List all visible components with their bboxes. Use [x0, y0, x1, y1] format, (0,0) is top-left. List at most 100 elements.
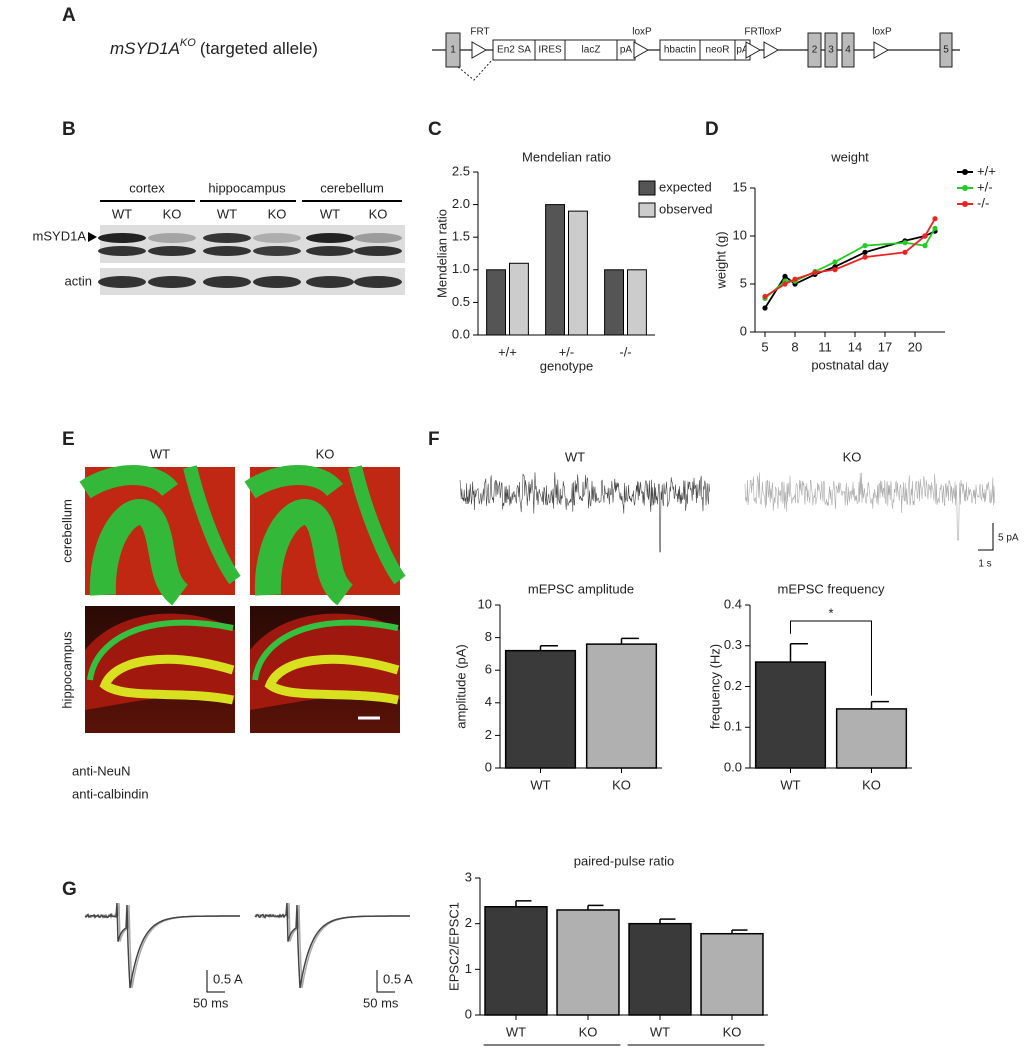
y-tick-label: 8 — [485, 629, 492, 644]
site-triangle — [745, 41, 762, 59]
site-triangle — [471, 41, 488, 59]
x-tick-label: WT — [650, 1024, 670, 1039]
point — [902, 249, 908, 255]
group-label: 50 ms — [678, 1048, 714, 1050]
point — [932, 225, 938, 231]
trace-label: KO — [843, 449, 862, 464]
band — [354, 246, 402, 256]
exon-label: 3 — [828, 45, 834, 56]
cassette-label: pA — [736, 45, 749, 56]
scale-bar — [206, 970, 225, 993]
exon — [939, 32, 953, 68]
bar — [486, 269, 506, 336]
point — [932, 216, 938, 222]
allele-name: mSYD1A — [110, 39, 180, 58]
evoked-trace — [254, 902, 410, 989]
x-tick-label: 20 — [908, 339, 922, 354]
granule-layer — [254, 499, 354, 606]
tissue-label: cerebellum — [320, 180, 384, 195]
band — [98, 233, 146, 243]
legend-label: expected — [659, 179, 712, 194]
cassette-label: lacZ — [582, 45, 601, 56]
y-tick-label: 1 — [465, 961, 472, 976]
legend-swatch — [638, 202, 656, 218]
legend-label: -/- — [977, 195, 989, 210]
point — [762, 293, 768, 300]
x-axis-label: postnatal day — [811, 357, 889, 372]
scale-bar — [978, 523, 994, 551]
band — [306, 233, 354, 243]
current-trace — [744, 472, 995, 541]
x-tick-label: +/- — [559, 344, 575, 359]
cassette-label: hbactin — [664, 45, 696, 56]
y-tick-label: 3 — [465, 869, 472, 884]
band — [203, 233, 251, 243]
legend-label: +/+ — [977, 163, 996, 178]
band — [98, 246, 146, 256]
allele-title: mSYD1AKO (targeted allele) — [110, 37, 318, 59]
bar — [604, 269, 624, 336]
band — [354, 276, 402, 288]
ca-layer — [87, 619, 234, 681]
bar — [504, 649, 577, 769]
panel-label: F — [428, 429, 440, 450]
allele-superscript: KO — [180, 37, 196, 49]
y-axis-label: frequency (Hz) — [707, 644, 722, 729]
x-tick-label: +/+ — [498, 344, 517, 359]
bar — [484, 906, 548, 1016]
row-label: hippocampus — [59, 631, 74, 709]
band — [306, 276, 354, 288]
bar — [509, 262, 529, 336]
chart-title: Mendelian ratio — [522, 149, 611, 164]
bar — [835, 708, 908, 769]
point — [902, 240, 908, 246]
point — [832, 259, 838, 265]
y-tick-label: 10 — [478, 596, 492, 611]
splice-line — [457, 59, 493, 81]
exon-label: 2 — [812, 45, 818, 56]
y-tick-label: 0 — [465, 1006, 472, 1021]
bar — [568, 210, 588, 336]
band — [148, 233, 196, 243]
stain-label: anti-calbindin — [72, 786, 149, 801]
panel-label: C — [428, 119, 442, 140]
bar — [627, 269, 647, 336]
y-axis-label: weight (g) — [713, 231, 728, 289]
band — [253, 276, 301, 288]
y-axis-label: amplitude (pA) — [453, 644, 468, 729]
x-tick-label: KO — [723, 1024, 742, 1039]
bar — [556, 909, 620, 1016]
panel-label: G — [62, 879, 77, 900]
dentate-band — [264, 654, 400, 705]
column-label: KO — [316, 446, 335, 461]
scale-label: 1 s — [978, 559, 991, 570]
granule-layer — [79, 465, 178, 499]
x-tick-label: WT — [530, 777, 550, 792]
exon-label: 5 — [943, 45, 949, 56]
x-axis-label: genotype — [540, 358, 594, 373]
column-label: WT — [150, 446, 170, 461]
genotype-label: KO — [369, 206, 388, 221]
granule-layer — [244, 465, 343, 499]
site-triangle — [873, 41, 890, 59]
tissue-label: cortex — [129, 180, 165, 195]
y-tick-label: 2.0 — [452, 196, 470, 211]
current-trace — [459, 472, 710, 553]
band — [203, 276, 251, 288]
granule-layer — [348, 465, 406, 585]
row-label: cerebellum — [59, 499, 74, 563]
y-tick-label: 1.0 — [452, 261, 470, 276]
y-tick-label: 0.3 — [724, 637, 742, 652]
x-tick-label: KO — [862, 777, 881, 792]
arrowhead — [88, 232, 97, 242]
exon-label: 4 — [845, 45, 851, 56]
band — [253, 246, 301, 256]
y-tick-label: 0.4 — [724, 596, 742, 611]
blot — [100, 225, 405, 263]
genotype-label: WT — [112, 206, 132, 221]
x-tick-label: WT — [506, 1024, 526, 1039]
site-label: FRT — [470, 27, 489, 38]
bar — [628, 922, 692, 1016]
x-tick-label: 5 — [761, 339, 768, 354]
